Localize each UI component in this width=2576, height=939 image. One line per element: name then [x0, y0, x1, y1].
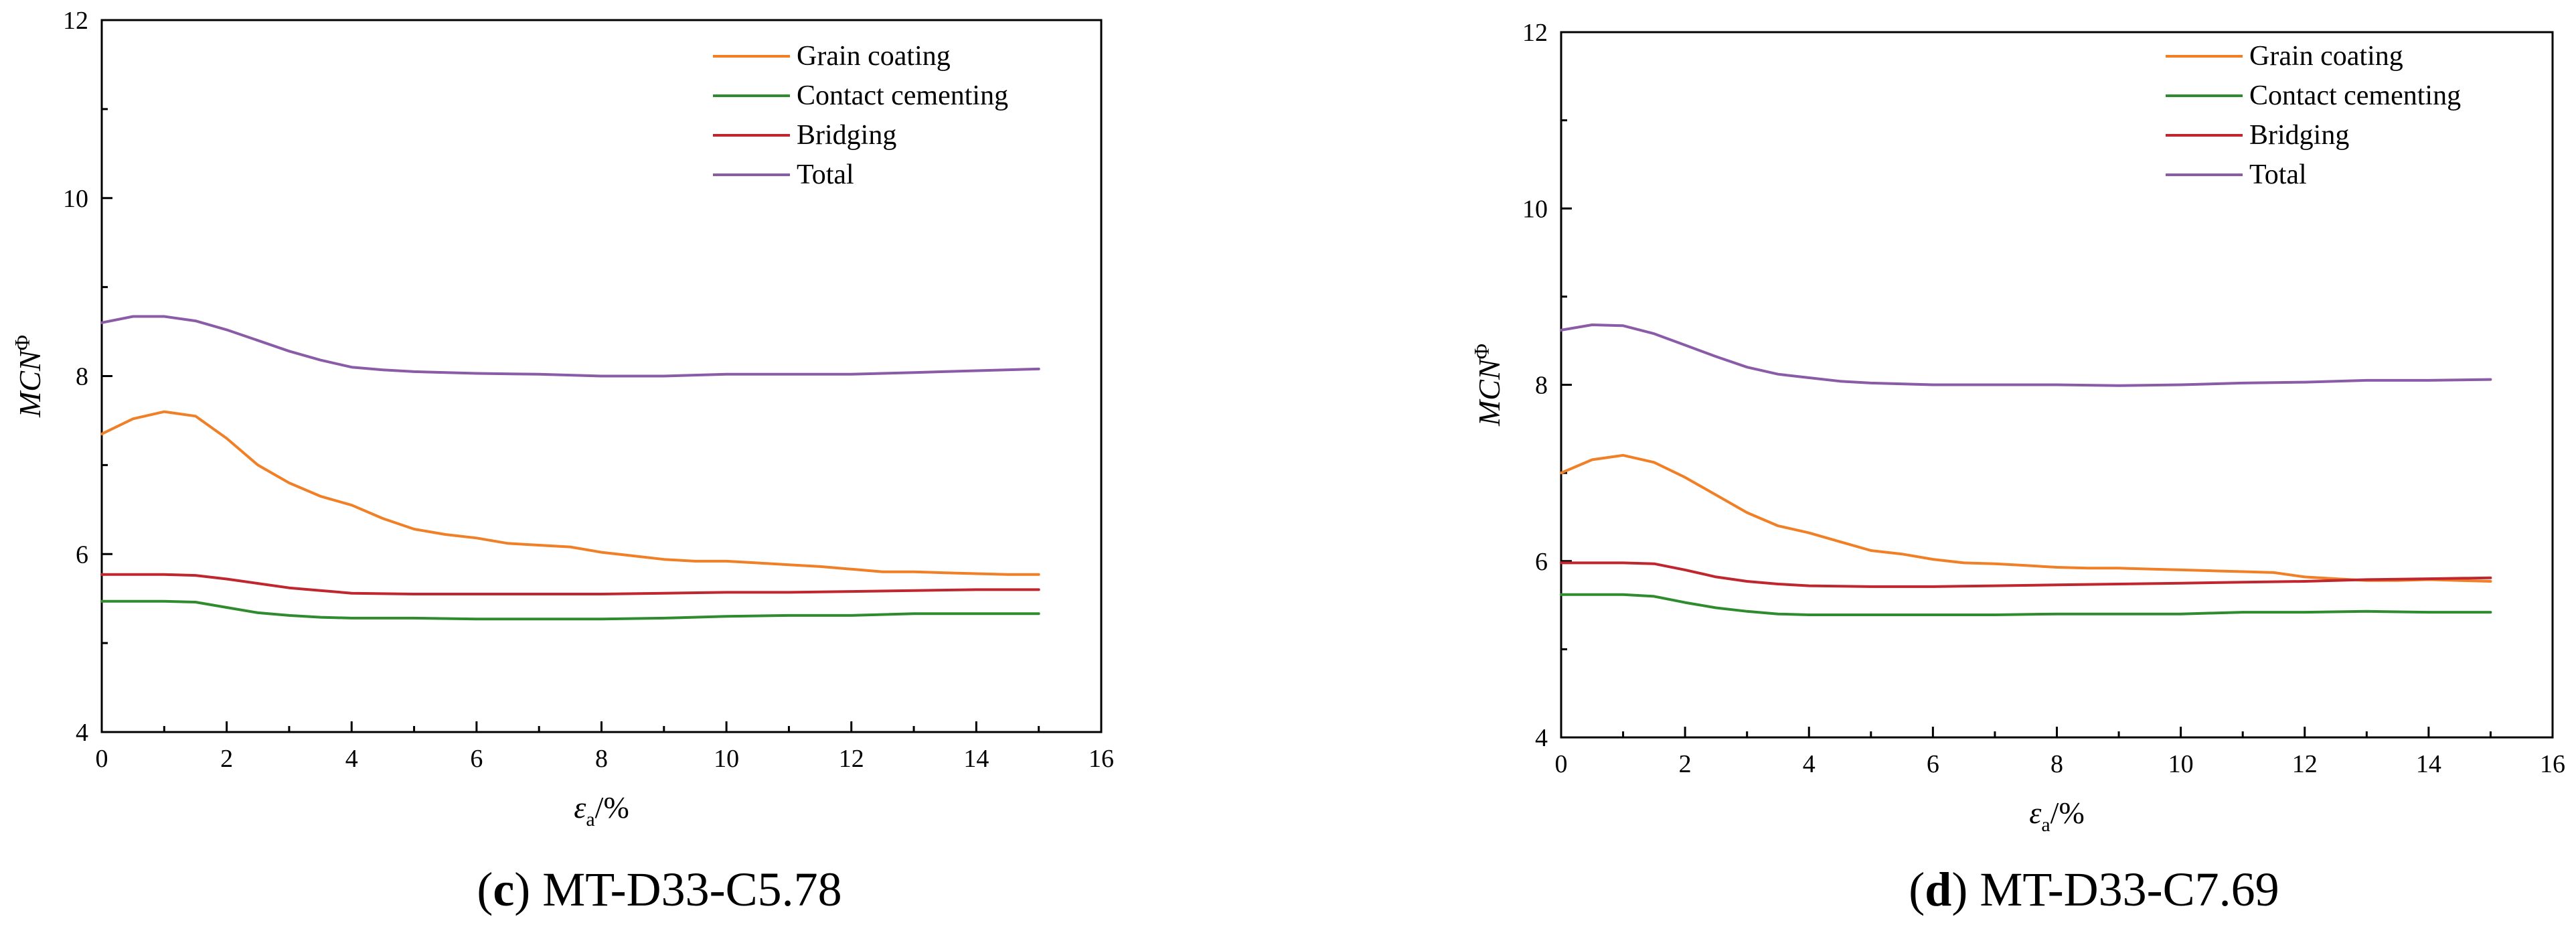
x-axis-subscript: a — [586, 808, 594, 830]
series-line-total — [100, 315, 1040, 378]
series-line-grain-coating — [100, 410, 1040, 576]
series-line-bridging — [1560, 561, 2492, 588]
x-axis-symbol: ε — [574, 790, 586, 824]
legend-label-grain-coating: Grain coating — [797, 41, 951, 72]
x-tick-label: 10 — [714, 745, 739, 773]
y-axis-main: MCN — [1472, 358, 1506, 427]
legend-label-bridging: Bridging — [797, 120, 896, 151]
y-tick-label: 4 — [1535, 724, 1548, 752]
series-line-contact-cementing — [1560, 593, 2492, 616]
legend-label-contact-cementing: Contact cementing — [797, 80, 1008, 111]
x-axis-label: εa/% — [574, 790, 629, 830]
x-tick-label: 0 — [1555, 750, 1568, 778]
x-axis-unit: /% — [2050, 796, 2085, 830]
y-tick-label: 8 — [76, 363, 88, 391]
x-tick-label: 8 — [2050, 750, 2063, 778]
legend-label-total: Total — [797, 159, 854, 190]
x-tick-label: 16 — [1089, 745, 1114, 773]
legend-label-contact-cementing: Contact cementing — [2249, 80, 2461, 111]
x-tick-label: 0 — [96, 745, 108, 773]
series-line-bridging — [100, 573, 1040, 595]
caption-letter: c — [493, 863, 514, 916]
caption-text: MT-D33-C5.78 — [542, 863, 841, 916]
y-tick-label: 10 — [1522, 195, 1548, 223]
chart-panel-d: 0 2 4 6 8 10 12 14 16 4 6 8 10 12 εa/% MCNΦ Grain coatin… — [1469, 19, 2565, 916]
x-tick-label: 14 — [2416, 750, 2441, 778]
x-tick-label: 4 — [345, 745, 358, 773]
y-axis-superscript: Φ — [10, 335, 34, 350]
y-tick-label: 6 — [76, 540, 88, 569]
series-line-grain-coating — [1560, 453, 2492, 583]
y-axis-label: MCNΦ — [1469, 344, 1506, 427]
x-axis-unit: /% — [595, 790, 629, 824]
x-tick-label: 14 — [963, 745, 989, 773]
y-tick-label: 6 — [1535, 548, 1548, 576]
legend-label-bridging: Bridging — [2249, 120, 2349, 151]
x-axis-subscript: a — [2041, 814, 2050, 836]
panel-caption: (c) MT-D33-C5.78 — [477, 863, 841, 916]
legend-label-total: Total — [2249, 159, 2307, 190]
y-tick-label: 8 — [1535, 372, 1548, 400]
x-axis-symbol: ε — [2029, 796, 2042, 830]
series-line-contact-cementing — [100, 599, 1040, 621]
legend-label-grain-coating: Grain coating — [2249, 41, 2403, 72]
y-tick-label: 12 — [1522, 19, 1548, 47]
y-tick-label: 10 — [63, 185, 88, 213]
x-tick-label: 2 — [220, 745, 233, 773]
y-tick-label: 12 — [63, 7, 88, 35]
caption-text: MT-D33-C7.69 — [1980, 863, 2279, 916]
x-tick-label: 6 — [470, 745, 483, 773]
series-line-total — [1560, 323, 2492, 387]
x-tick-label: 4 — [1803, 750, 1816, 778]
x-tick-label: 8 — [595, 745, 608, 773]
y-axis-superscript: Φ — [1469, 344, 1494, 359]
y-tick-label: 4 — [76, 719, 88, 747]
x-tick-label: 12 — [2292, 750, 2318, 778]
x-tick-label: 6 — [1927, 750, 1939, 778]
y-axis-label: MCNΦ — [10, 335, 47, 418]
panel-caption: (d) MT-D33-C7.69 — [1909, 863, 2279, 916]
x-tick-label: 16 — [2540, 750, 2565, 778]
chart-panel-c: 0 2 4 6 8 10 12 14 16 4 6 8 10 12 εa/% MCNΦ Grain coatin… — [10, 7, 1114, 916]
y-axis-main: MCN — [13, 349, 47, 418]
x-axis-label: εa/% — [2029, 796, 2085, 836]
caption-letter: d — [1925, 863, 1951, 916]
x-tick-label: 2 — [1679, 750, 1692, 778]
x-tick-label: 12 — [839, 745, 864, 773]
x-tick-label: 10 — [2168, 750, 2194, 778]
